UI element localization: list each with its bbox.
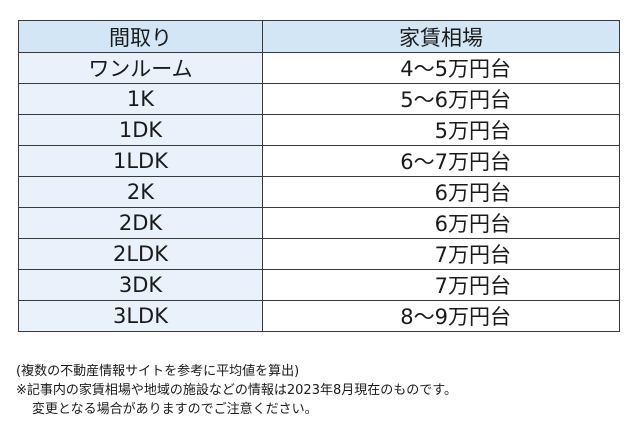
rent-cell: 6～7万円台 [262,145,620,177]
layout-cell: 3LDK [18,300,263,332]
layout-cell: 1K [18,83,263,115]
table-row: 3DK 7万円台 [18,269,620,301]
header-rent: 家賃相場 [262,20,620,53]
table-row: 3LDK 8～9万円台 [18,300,620,332]
table-row: ワンルーム 4～5万円台 [18,52,620,84]
layout-cell: 2LDK [18,238,263,270]
rent-cell: 6万円台 [262,176,620,208]
rent-cell: 5～6万円台 [262,83,620,115]
source-note: (複数の不動産情報サイトを参考に平均値を算出) [16,364,300,379]
layout-cell: 2K [18,176,263,208]
layout-cell: 1DK [18,114,263,146]
rent-table: 間取り 家賃相場 ワンルーム 4～5万円台 1K 5～6万円台 1DK 5万円台… [18,20,620,332]
table-row: 2K 6万円台 [18,176,620,208]
layout-cell: 3DK [18,269,263,301]
table-row: 2LDK 7万円台 [18,238,620,270]
table-row: 1DK 5万円台 [18,114,620,146]
rent-cell: 8～9万円台 [262,300,620,332]
table-row: 1LDK 6～7万円台 [18,145,620,177]
footnotes: (複数の不動産情報サイトを参考に平均値を算出) ※記事内の家賃相場や地域の施設な… [16,362,626,419]
header-layout: 間取り [18,20,263,53]
rent-cell: 5万円台 [262,114,620,146]
table-row: 2DK 6万円台 [18,207,620,239]
rent-cell: 6万円台 [262,207,620,239]
layout-cell: ワンルーム [18,52,263,84]
rent-cell: 7万円台 [262,238,620,270]
table-row: 1K 5～6万円台 [18,83,620,115]
layout-cell: 1LDK [18,145,263,177]
disclaimer-note-continued: 変更となる場合がありますのでご注意ください。 [32,402,318,417]
rent-cell: 7万円台 [262,269,620,301]
disclaimer-note: ※記事内の家賃相場や地域の施設などの情報は2023年8月現在のものです。 [16,383,457,398]
table-header-row: 間取り 家賃相場 [18,20,620,53]
layout-cell: 2DK [18,207,263,239]
rent-cell: 4～5万円台 [262,52,620,84]
